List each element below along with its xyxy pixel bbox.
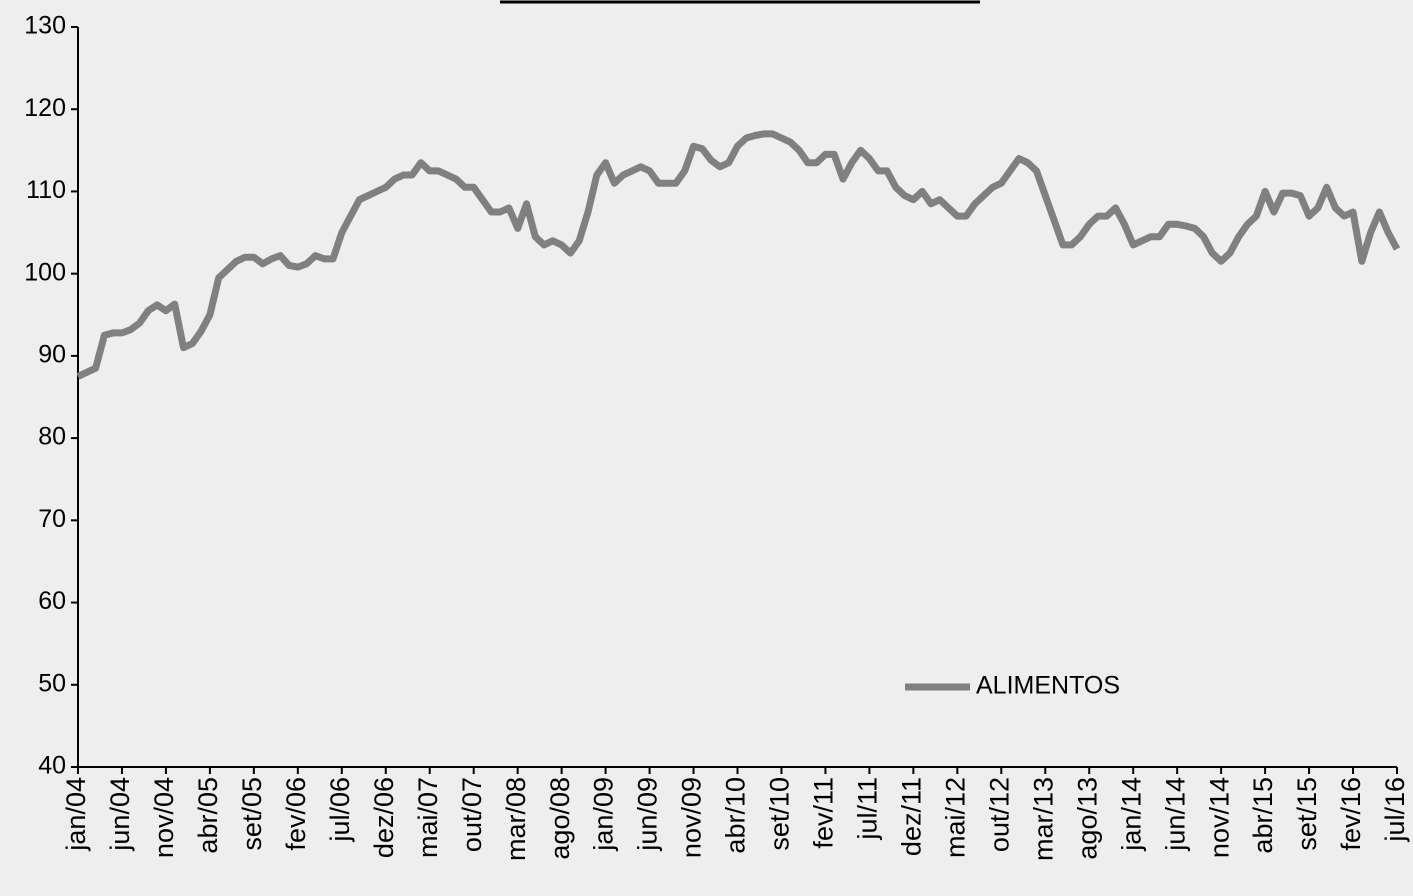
y-tick-label: 80	[38, 423, 66, 451]
y-tick-label: 130	[24, 12, 66, 40]
y-tick-label: 50	[38, 669, 66, 697]
x-tick-label: abr/15	[1248, 777, 1278, 854]
x-tick-label: set/05	[237, 777, 267, 851]
x-tick-label: mai/07	[413, 777, 443, 858]
x-tick-label: mar/13	[1028, 777, 1058, 861]
x-tick-label: fev/06	[281, 777, 311, 851]
x-tick-label: set/10	[765, 777, 795, 851]
line	[76, 130, 1401, 380]
x-tick-label: out/12	[984, 777, 1014, 852]
x-tick-label: jul/06	[325, 777, 355, 843]
x-tick-label: abr/10	[721, 777, 751, 854]
x-tick-label: mar/08	[501, 777, 531, 861]
legend-label: ALIMENTOS	[976, 672, 1120, 700]
y-tick-label: 120	[24, 94, 66, 122]
x-tick-label: out/07	[457, 777, 487, 852]
y-tick-label: 40	[38, 752, 66, 780]
x-tick-label: jan/14	[1116, 777, 1146, 852]
y-tick-label: 90	[38, 340, 66, 368]
x-tick-label: mai/12	[940, 777, 970, 858]
y-tick-label: 60	[38, 587, 66, 615]
x-tick-label: abr/05	[193, 777, 223, 854]
x-tick-label: jan/04	[61, 777, 91, 852]
x-tick-label: jul/11	[853, 777, 883, 841]
x-tick-label: jun/14	[1160, 777, 1190, 852]
x-tick-label: nov/14	[1204, 777, 1234, 858]
x-tick-label: fev/16	[1336, 777, 1366, 851]
x-tick-label: jan/09	[589, 777, 619, 852]
x-tick-label: fev/11	[809, 777, 839, 849]
y-tick-label: 110	[26, 176, 66, 204]
x-tick-label: dez/11	[896, 777, 926, 856]
y-tick-label: 100	[24, 258, 66, 286]
x-tick-label: jun/04	[105, 777, 135, 852]
x-tick-label: jul/16	[1380, 777, 1410, 843]
x-tick-label: nov/09	[677, 777, 707, 858]
x-tick-label: nov/04	[149, 777, 179, 858]
x-tick-label: ago/13	[1072, 777, 1102, 860]
x-tick-label: dez/06	[369, 777, 399, 858]
x-tick-label: set/15	[1292, 777, 1322, 851]
x-tick-label: ago/08	[545, 777, 575, 860]
y-tick-label: 70	[38, 505, 66, 533]
x-tick-label: jun/09	[633, 777, 663, 852]
